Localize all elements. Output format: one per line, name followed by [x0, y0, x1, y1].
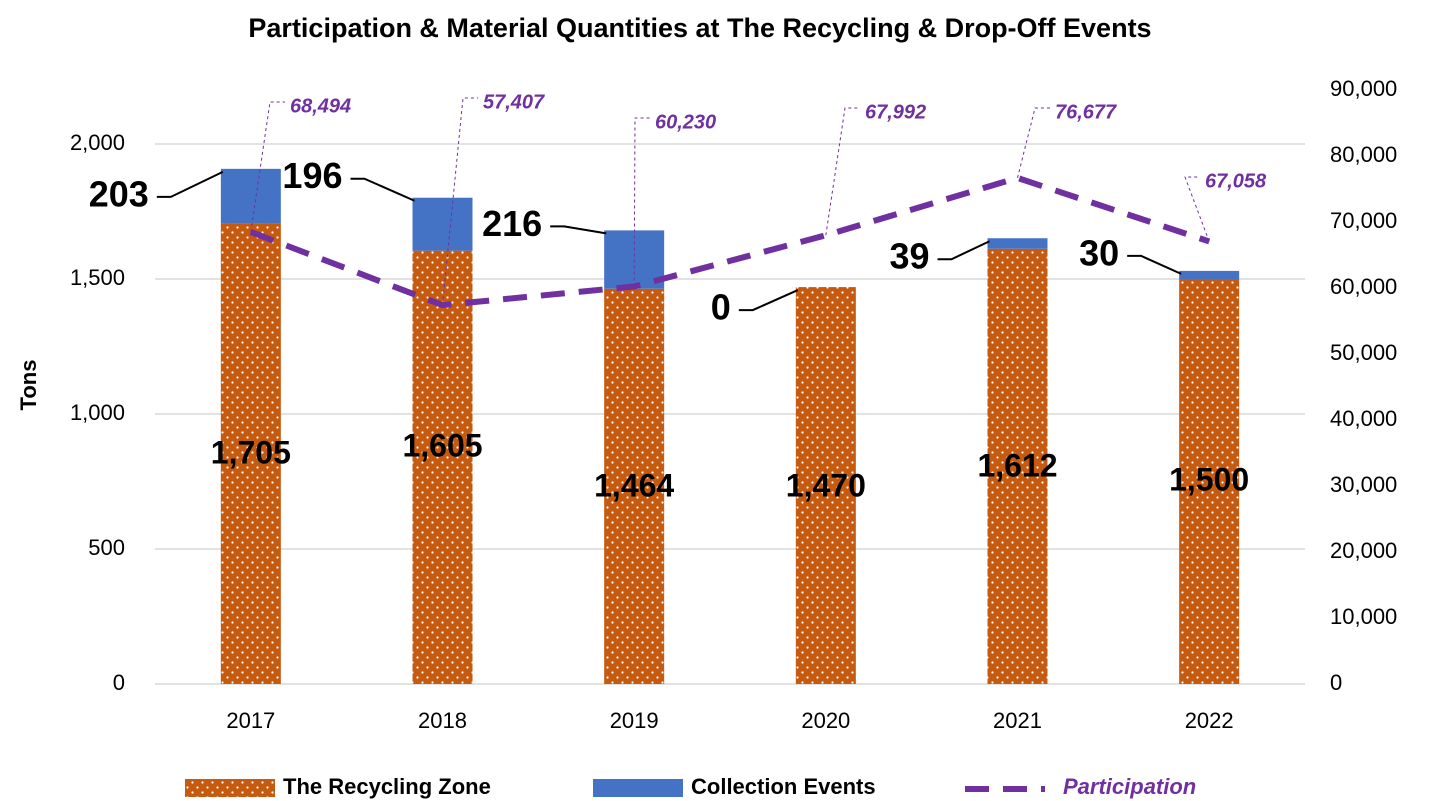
data-label: 0: [711, 287, 731, 328]
data-label: 30: [1079, 232, 1119, 273]
data-label: 76,677: [1055, 101, 1117, 123]
y2-tick-label: 70,000: [1330, 208, 1397, 233]
data-label: 203: [89, 173, 149, 214]
y2-tick-label: 20,000: [1330, 538, 1397, 563]
y2-tick-label: 80,000: [1330, 142, 1397, 167]
y2-tick-label: 10,000: [1330, 604, 1397, 629]
data-label: 1,705: [211, 434, 291, 470]
data-label: 1,470: [786, 467, 866, 503]
bar: [1179, 270, 1240, 279]
bar: [604, 288, 665, 684]
data-label: 60,230: [655, 111, 716, 133]
y2-tick-label: 30,000: [1330, 472, 1397, 497]
line: [249, 174, 1211, 309]
leader-line: [442, 97, 478, 306]
data-label: 216: [482, 203, 542, 244]
x-tick-label: 2017: [226, 708, 275, 733]
data-label: 68,494: [290, 95, 351, 117]
leader-line: [550, 225, 607, 235]
leader-line: [825, 107, 860, 236]
data-label: 1,500: [1169, 461, 1249, 497]
y2-tick-label: 50,000: [1330, 340, 1397, 365]
bar: [412, 250, 473, 684]
x-tick-label: 2022: [1185, 708, 1234, 733]
bar: [795, 287, 856, 684]
x-tick-label: 2019: [610, 708, 659, 733]
leader-line: [633, 117, 650, 287]
bar: [987, 248, 1048, 684]
y-tick-label: 0: [113, 670, 125, 695]
bar: [1179, 279, 1240, 684]
data-label: 1,605: [402, 427, 482, 463]
leader-line: [937, 240, 990, 261]
y2-tick-label: 0: [1330, 670, 1342, 695]
y-tick-label: 500: [88, 535, 125, 560]
y-tick-label: 1,500: [70, 265, 125, 290]
y-tick-label: 1,000: [70, 400, 125, 425]
bar: [220, 168, 281, 224]
legend-swatch: [185, 779, 275, 797]
y-axis-label: Tons: [16, 360, 41, 411]
chart-title: Participation & Material Quantities at T…: [248, 13, 1151, 43]
x-tick-label: 2018: [418, 708, 467, 733]
x-tick-label: 2020: [801, 708, 850, 733]
legend-swatch: [593, 779, 683, 797]
y2-tick-label: 90,000: [1330, 76, 1397, 101]
data-label: 39: [889, 236, 929, 277]
x-tick-label: 2021: [993, 708, 1042, 733]
leader-line: [1184, 176, 1210, 242]
bar: [987, 238, 1048, 249]
data-label: 57,407: [483, 91, 545, 113]
data-label: 1,464: [594, 467, 674, 503]
leader-line: [250, 101, 285, 233]
data-label: 67,058: [1205, 170, 1267, 192]
leader-line: [156, 170, 224, 198]
y-tick-label: 2,000: [70, 130, 125, 155]
data-label: 67,992: [865, 101, 926, 123]
y2-tick-label: 40,000: [1330, 406, 1397, 431]
legend-label: The Recycling Zone: [283, 774, 491, 799]
legend-label: Participation: [1063, 774, 1196, 799]
data-label: 196: [282, 155, 342, 196]
leader-line: [738, 289, 799, 312]
data-label: 1,612: [977, 447, 1057, 483]
leader-line: [1127, 254, 1182, 275]
legend-label: Collection Events: [691, 774, 876, 799]
y2-tick-label: 60,000: [1330, 274, 1397, 299]
bar: [220, 223, 281, 684]
bar: [412, 197, 473, 251]
leader-line: [1017, 107, 1050, 179]
leader-line: [350, 177, 415, 202]
